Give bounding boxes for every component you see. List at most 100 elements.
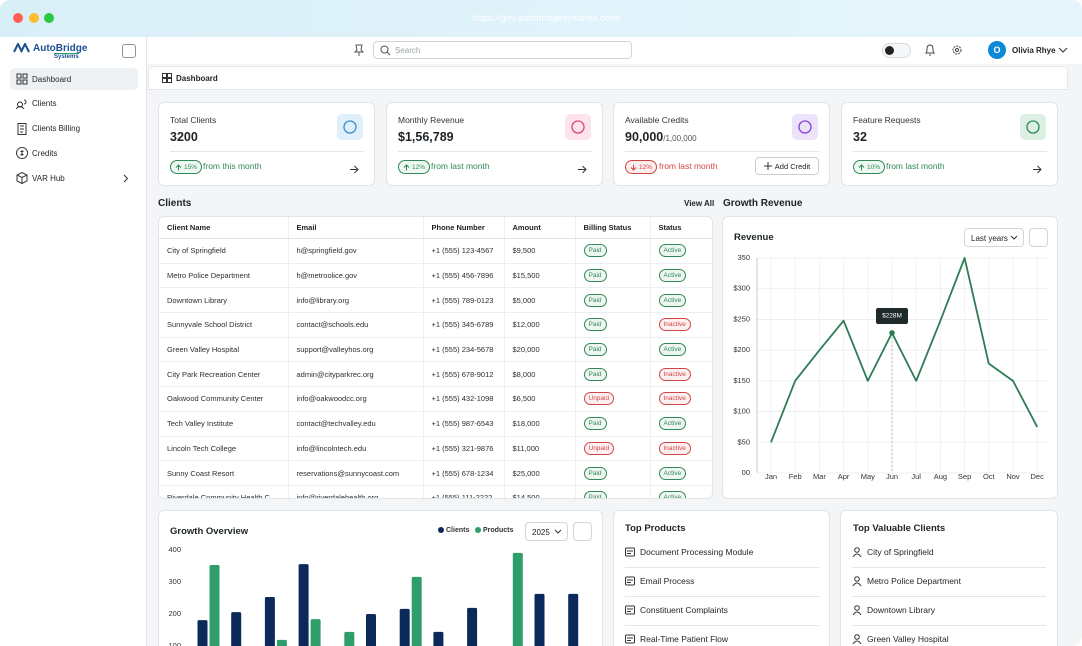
person-icon [852,576,862,586]
card-title: Top Products [625,523,686,534]
arrow-link[interactable] [577,161,587,179]
add-credit-button[interactable]: Add Credit [755,157,819,175]
sidebar-toggle[interactable] [122,44,136,58]
table-cell: +1 (555) 789-0123 [422,287,504,314]
table-cell: reservations@sunnycoast.com [287,460,423,486]
person-icon [852,634,862,644]
arrow-link[interactable] [1032,161,1042,179]
stat-icon-glyph [343,120,357,134]
user-name[interactable]: Olivia Rhye [1012,46,1056,55]
status-badge: Unpaid [583,392,615,406]
stat-value-text: 90,000 [625,130,664,144]
maximize-button[interactable] [44,13,54,23]
table-cell: Downtown Library [159,287,288,314]
table-row: Lincoln Tech College info@lincolntech.edu… [159,436,712,462]
table-header: Client Name Email Phone Number Amount Billin… [159,217,712,239]
nav-icon [16,147,28,160]
period-select[interactable]: Last years [964,228,1024,247]
status-cell: Paid [574,485,650,498]
person-icon [852,547,862,557]
list-item[interactable]: Metro Police Department [852,575,961,587]
logo-sub: Systems [54,53,79,60]
table-cell: +1 (555) 987-6543 [422,411,504,437]
list-label: Document Processing Module [640,547,754,557]
change-note: from last month [659,161,718,171]
status-badge: Inactive [658,318,691,332]
expand-button[interactable] [1029,228,1048,247]
status-badge: Paid [583,417,607,431]
status-cell: Paid [574,361,650,388]
nav-item[interactable]: Dashboard [10,68,138,90]
stat-label: Available Credits [625,115,689,125]
nav-icon [16,73,28,85]
status-badge: Paid [583,293,607,307]
status-badge: Inactive [658,441,691,455]
pin-icon[interactable] [353,44,365,57]
expand-button[interactable] [573,522,592,541]
minimize-button[interactable] [29,13,39,23]
stat-suffix: /1,00,000 [663,134,697,143]
table-cell: Tech Valley Institute [159,411,288,437]
status-cell: Active [649,411,712,437]
product-icon [625,634,635,644]
table-row: Downtown Library info@library.org +1 (555)… [159,287,712,314]
search-box[interactable]: Search [373,41,632,59]
table-cell: +1 (555) 432-1098 [422,386,504,412]
nav-item[interactable]: Clients [10,93,138,115]
notification-icon[interactable] [924,44,936,57]
card-title: Growth Overview [170,526,249,537]
list-item[interactable]: Document Processing Module [625,546,753,558]
nav-item[interactable]: VAR Hub [10,167,138,189]
status-badge: Inactive [658,392,691,406]
breadcrumb-icon [162,73,172,83]
card-title: Top Valuable Clients [853,523,946,534]
stat-label: Total Clients [170,115,217,125]
stat-value: 32 [853,130,867,144]
table-cell: +1 (555) 234-5678 [422,337,504,363]
divider [852,596,1046,597]
list-label: Green Valley Hospital [867,634,949,644]
status-cell: Paid [574,238,650,264]
top-bar: Search O Olivia Rhye [147,37,1082,64]
column-header: Phone Number [422,217,504,239]
list-item[interactable]: Green Valley Hospital [852,633,949,645]
theme-toggle[interactable] [882,43,911,58]
url[interactable]: https://gov.autobridgesystems.com/ [472,13,621,24]
list-item[interactable]: Email Process [625,575,694,587]
user-menu-chevron[interactable] [1058,46,1068,54]
status-badge: Unpaid [583,441,615,455]
view-all-link[interactable]: View All [684,199,715,208]
table-row: Sunny Coast Resort reservations@sunnycoas… [159,460,712,486]
nav-item[interactable]: Credits [10,142,138,164]
top-products-card: Top Products Document Processing Module E… [613,510,830,646]
list-item[interactable]: Constituent Complaints [625,604,728,616]
stat-card: Feature Requests 32 10% from last month [841,102,1058,186]
search-placeholder: Search [395,46,421,55]
year-select[interactable]: 2025 [525,522,568,541]
list-item[interactable]: Downtown Library [852,604,935,616]
list-item[interactable]: Real-Time Patient Flow [625,633,728,645]
stat-card: Available Credits 90,000/1,00,000 12% from … [613,102,830,186]
breadcrumb[interactable]: Dashboard [176,74,218,83]
table-cell: support@valleyhos.org [287,337,423,363]
list-item[interactable]: City of Springfield [852,546,934,558]
section-title: Growth Revenue [723,198,803,209]
settings-icon[interactable] [951,44,963,56]
table-cell: +1 (555) 321-9876 [422,436,504,462]
avatar[interactable]: O [988,41,1006,59]
stat-value: $1,56,789 [398,130,454,144]
arrow-icon [578,165,587,174]
column-header: Amount [503,217,575,239]
top-clients-card: Top Valuable Clients City of Springfield… [840,510,1058,646]
nav-item[interactable]: Clients Billing [10,118,138,140]
close-button[interactable] [13,13,23,23]
arrow-link[interactable] [349,161,359,179]
status-cell: Paid [574,287,650,314]
change-value: 15% [184,163,198,171]
column-header: Email [287,217,423,239]
stat-card: Monthly Revenue $1,56,789 12% from last mon… [386,102,603,186]
nav-label: Credits [32,148,58,158]
table-cell: +1 (555) 456-7896 [422,263,504,289]
breadcrumb-bar: Dashboard [148,66,1068,90]
